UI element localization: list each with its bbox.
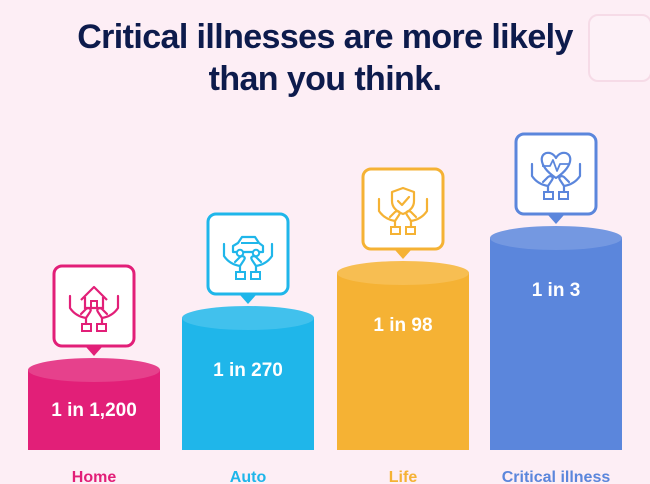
bar-life xyxy=(337,273,469,450)
data-label-critical-illness: 1 in 3 xyxy=(532,280,581,301)
car-in-hands-icon xyxy=(222,235,274,280)
category-label-life: Life xyxy=(389,469,418,484)
bar-top-home xyxy=(28,358,160,382)
category-label-home: Home xyxy=(72,469,117,484)
callout-auto xyxy=(206,212,290,304)
house-in-hands-icon xyxy=(68,285,120,332)
data-label-auto: 1 in 270 xyxy=(213,360,283,381)
category-label-critical-illness: Critical illness xyxy=(502,469,611,484)
chart-title-line-1: Critical illnesses are more likely xyxy=(77,18,573,56)
data-label-home: 1 in 1,200 xyxy=(51,400,137,421)
bar-top-life xyxy=(337,261,469,285)
chart-title: Critical illnesses are more likely than … xyxy=(0,16,650,100)
chart-title-line-2: than you think. xyxy=(208,60,442,98)
callout-critical-illness xyxy=(514,132,598,224)
callout-life xyxy=(361,167,445,259)
bar-auto xyxy=(182,318,314,450)
data-label-life: 1 in 98 xyxy=(373,315,432,336)
corner-decoration xyxy=(588,14,650,82)
bar-critical-illness xyxy=(490,238,622,450)
heart-in-hands-icon xyxy=(530,151,582,200)
bar-top-auto xyxy=(182,306,314,330)
shield-in-hands-icon xyxy=(377,186,429,235)
bar-home xyxy=(28,370,160,450)
callout-home xyxy=(52,264,136,356)
category-label-auto: Auto xyxy=(230,469,267,484)
bar-top-critical-illness xyxy=(490,226,622,250)
